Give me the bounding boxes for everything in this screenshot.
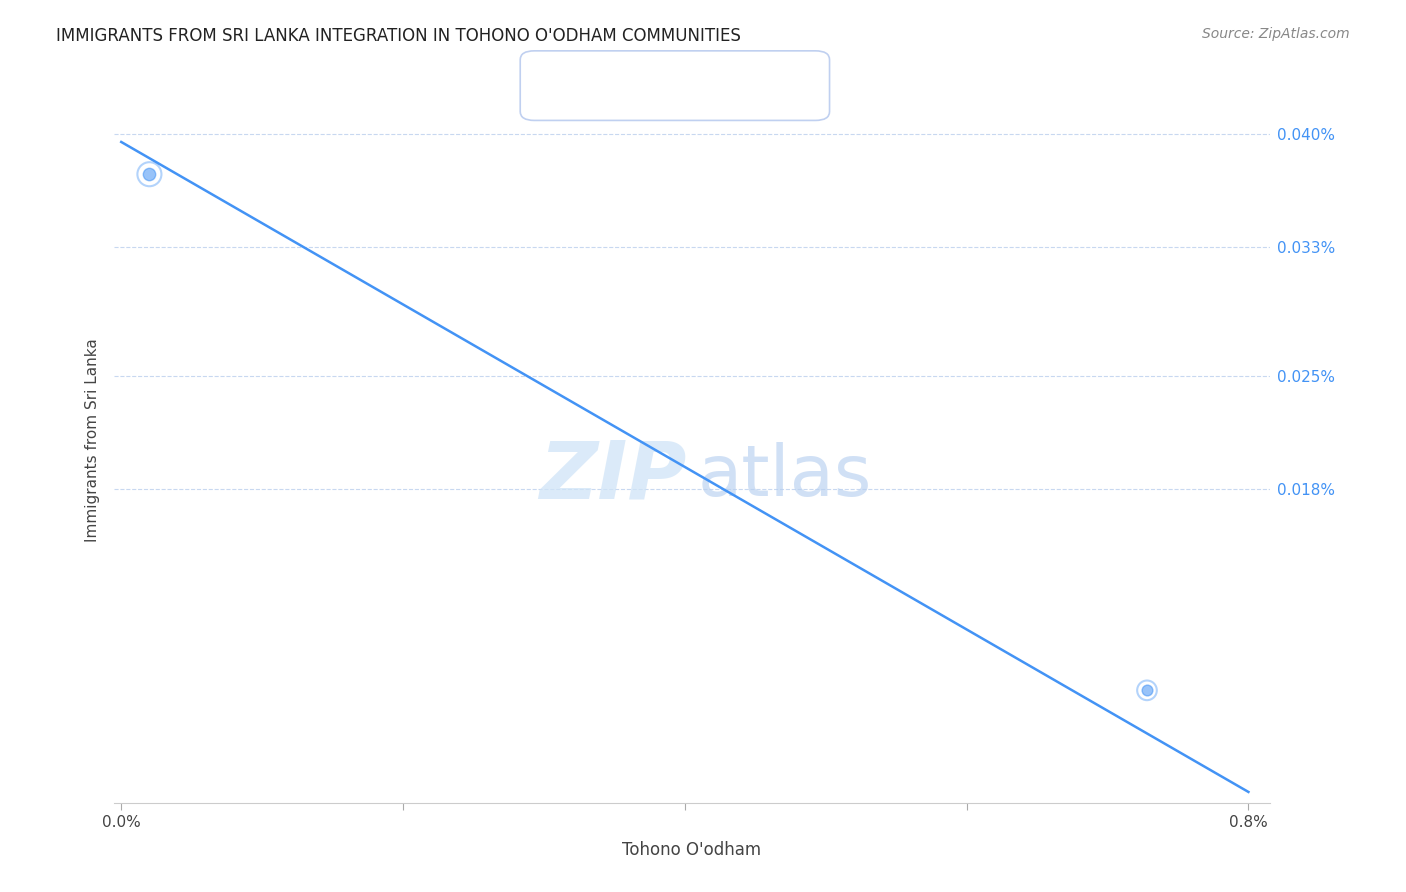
Text: Source: ZipAtlas.com: Source: ZipAtlas.com (1202, 27, 1350, 41)
Point (138, 167, 160, 181)
Point (1136, 683, 1159, 698)
Text: R =: R = (560, 76, 602, 95)
Point (138, 167, 160, 181)
Text: ZIP: ZIP (538, 438, 686, 516)
Text: atlas: atlas (697, 442, 872, 511)
X-axis label: Tohono O'odham: Tohono O'odham (623, 841, 762, 859)
Text: 2: 2 (721, 76, 735, 95)
Text: N =: N = (682, 76, 725, 95)
Text: IMMIGRANTS FROM SRI LANKA INTEGRATION IN TOHONO O'ODHAM COMMUNITIES: IMMIGRANTS FROM SRI LANKA INTEGRATION IN… (56, 27, 741, 45)
Y-axis label: Immigrants from Sri Lanka: Immigrants from Sri Lanka (86, 338, 100, 542)
Text: -1.000: -1.000 (607, 76, 676, 95)
Point (1136, 683, 1159, 698)
